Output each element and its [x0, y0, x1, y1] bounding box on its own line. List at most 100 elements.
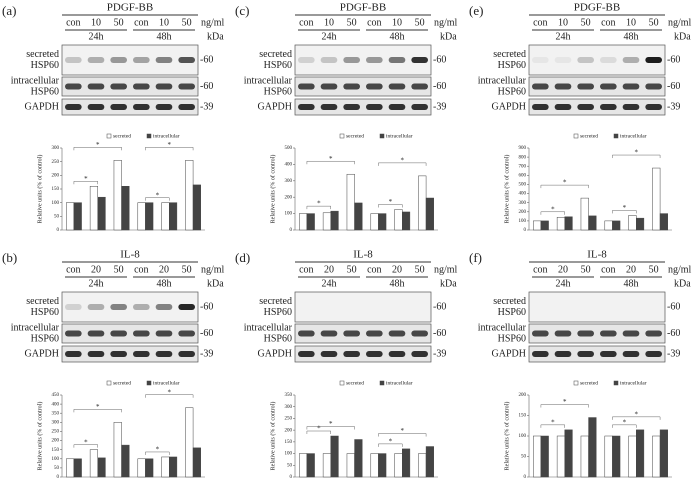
bar — [588, 215, 597, 231]
marker: -39 — [667, 101, 680, 112]
dose: con — [299, 17, 313, 28]
bracket — [73, 181, 98, 185]
band — [155, 304, 173, 310]
marker: -60 — [667, 81, 680, 92]
y-tick-label: 400 — [52, 402, 60, 407]
dose: 50 — [182, 17, 192, 28]
kda: kDa — [674, 31, 691, 42]
dose: 50 — [415, 264, 425, 275]
significance: * — [635, 410, 639, 418]
significance: * — [329, 155, 333, 163]
row-label: GAPDH — [258, 348, 292, 359]
band — [298, 83, 315, 90]
blot — [61, 98, 199, 116]
row-label: GAPDH — [492, 348, 526, 359]
bar — [628, 215, 637, 231]
time: 24h — [322, 278, 337, 289]
y-tick-label: 200 — [519, 393, 527, 398]
bar — [299, 453, 308, 478]
band — [532, 83, 549, 90]
bracket — [540, 211, 565, 215]
marker: -60 — [433, 328, 446, 339]
band — [411, 104, 428, 110]
marker: -60 — [433, 301, 446, 312]
y-tick-label: 50 — [54, 214, 60, 219]
band — [600, 57, 617, 63]
legend-swatch — [146, 380, 152, 386]
band — [645, 351, 662, 357]
dose: 50 — [581, 17, 591, 28]
row-label: intracellular — [478, 75, 527, 86]
significance: * — [84, 175, 88, 183]
bracket — [145, 197, 170, 201]
band — [133, 57, 150, 63]
time: 24h — [89, 278, 104, 289]
band — [554, 83, 572, 90]
y-tick-label: 100 — [52, 201, 60, 206]
significance: * — [317, 425, 321, 433]
treatment: PDGF-BB — [574, 2, 620, 14]
panel-label: (f) — [469, 250, 482, 265]
y-tick-label: 200 — [519, 210, 527, 215]
blot — [294, 76, 432, 97]
unit: ng/ml — [434, 264, 458, 275]
y-tick-label: 350 — [52, 411, 60, 416]
bar — [556, 435, 566, 478]
legend-label: secreted — [346, 133, 364, 139]
bracket — [145, 394, 194, 398]
significance: * — [389, 198, 393, 206]
bar — [636, 429, 645, 478]
row-label: HSP60 — [31, 307, 59, 318]
dose: 50 — [649, 264, 659, 275]
y-tick-label: 100 — [52, 457, 60, 462]
significance: * — [401, 156, 405, 164]
bracket — [612, 210, 637, 214]
kda: kDa — [207, 278, 224, 289]
bar — [652, 435, 661, 478]
row-label: intracellular — [11, 75, 60, 86]
band — [155, 104, 173, 110]
unit: ng/ml — [668, 264, 692, 275]
row-label: HSP60 — [498, 333, 526, 344]
dose: con — [299, 264, 313, 275]
marker: -60 — [433, 54, 446, 65]
bracket — [378, 443, 403, 447]
band — [110, 304, 127, 310]
legend-swatch — [339, 380, 345, 386]
marker: -39 — [200, 101, 213, 112]
bar — [612, 435, 621, 478]
bar — [636, 217, 645, 231]
significance: * — [635, 149, 639, 157]
legend-swatch — [106, 133, 112, 139]
marker: -60 — [200, 301, 213, 312]
band — [532, 330, 549, 337]
bar — [564, 429, 573, 478]
band — [577, 83, 594, 90]
bar — [113, 160, 122, 231]
bracket — [73, 444, 98, 448]
bar — [556, 216, 566, 231]
bar — [66, 458, 75, 478]
band — [388, 104, 406, 110]
legend-label: intracellular — [620, 133, 647, 139]
bar — [73, 202, 82, 231]
dose: con — [134, 17, 148, 28]
band — [532, 57, 549, 63]
bar — [402, 211, 411, 231]
y-tick-label: 200 — [285, 428, 293, 433]
legend-swatch — [613, 380, 619, 386]
dose: 10 — [558, 17, 568, 28]
kda: kDa — [207, 31, 224, 42]
band — [554, 351, 572, 357]
bar — [588, 417, 597, 478]
bar — [306, 453, 315, 478]
legend-label: intracellular — [386, 380, 413, 386]
legend-swatch — [106, 380, 112, 386]
dose: 10 — [324, 17, 334, 28]
time: 48h — [157, 278, 172, 289]
marker: -39 — [433, 101, 446, 112]
bar — [185, 160, 194, 231]
bar — [97, 457, 106, 478]
marker: -60 — [667, 54, 680, 65]
bar — [89, 449, 99, 478]
